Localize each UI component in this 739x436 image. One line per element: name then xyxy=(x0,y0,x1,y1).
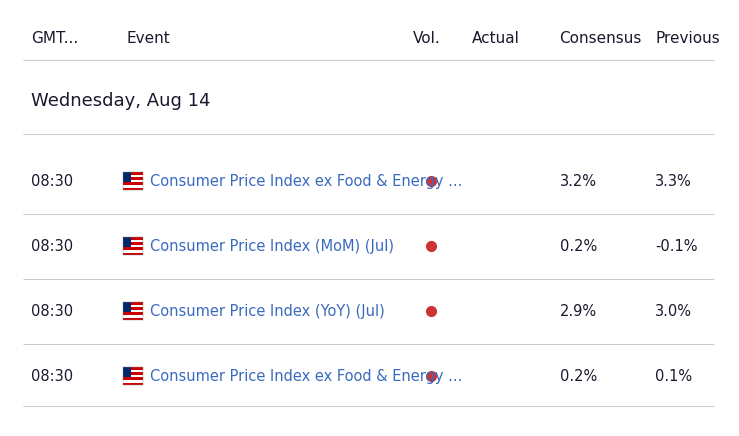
FancyBboxPatch shape xyxy=(123,177,143,180)
Text: 0.2%: 0.2% xyxy=(559,368,597,384)
Text: Wednesday, Aug 14: Wednesday, Aug 14 xyxy=(31,92,211,110)
Text: GMT...: GMT... xyxy=(31,31,78,46)
FancyBboxPatch shape xyxy=(123,367,131,377)
Text: Vol.: Vol. xyxy=(412,31,440,46)
Text: 08:30: 08:30 xyxy=(31,174,73,189)
Text: 3.0%: 3.0% xyxy=(655,303,692,319)
Text: Consumer Price Index ex Food & Energy ...: Consumer Price Index ex Food & Energy ..… xyxy=(151,368,463,384)
FancyBboxPatch shape xyxy=(123,242,143,245)
FancyBboxPatch shape xyxy=(123,250,143,252)
FancyBboxPatch shape xyxy=(123,375,143,378)
FancyBboxPatch shape xyxy=(123,372,143,375)
FancyBboxPatch shape xyxy=(123,245,143,248)
Text: Previous: Previous xyxy=(655,31,720,46)
Text: 0.2%: 0.2% xyxy=(559,238,597,254)
FancyBboxPatch shape xyxy=(123,240,143,242)
FancyBboxPatch shape xyxy=(123,237,143,240)
FancyBboxPatch shape xyxy=(123,370,143,372)
FancyBboxPatch shape xyxy=(123,302,143,305)
FancyBboxPatch shape xyxy=(123,237,131,247)
FancyBboxPatch shape xyxy=(123,180,143,183)
Text: 3.2%: 3.2% xyxy=(559,174,596,189)
FancyBboxPatch shape xyxy=(123,315,143,318)
Text: Consensus: Consensus xyxy=(559,31,642,46)
Text: 08:30: 08:30 xyxy=(31,368,73,384)
FancyBboxPatch shape xyxy=(123,183,143,185)
FancyBboxPatch shape xyxy=(123,378,143,380)
Text: Consumer Price Index (YoY) (Jul): Consumer Price Index (YoY) (Jul) xyxy=(151,303,385,319)
Text: Actual: Actual xyxy=(471,31,520,46)
FancyBboxPatch shape xyxy=(123,252,143,255)
Text: 0.1%: 0.1% xyxy=(655,368,692,384)
Text: 3.3%: 3.3% xyxy=(655,174,692,189)
Text: 08:30: 08:30 xyxy=(31,303,73,319)
FancyBboxPatch shape xyxy=(123,172,143,175)
FancyBboxPatch shape xyxy=(123,175,143,177)
FancyBboxPatch shape xyxy=(123,248,143,250)
FancyBboxPatch shape xyxy=(123,185,143,187)
FancyBboxPatch shape xyxy=(123,172,131,182)
FancyBboxPatch shape xyxy=(123,310,143,313)
FancyBboxPatch shape xyxy=(123,307,143,310)
Text: 2.9%: 2.9% xyxy=(559,303,596,319)
Text: Event: Event xyxy=(126,31,170,46)
FancyBboxPatch shape xyxy=(123,380,143,383)
Text: 08:30: 08:30 xyxy=(31,238,73,254)
FancyBboxPatch shape xyxy=(123,187,143,190)
Text: -0.1%: -0.1% xyxy=(655,238,698,254)
FancyBboxPatch shape xyxy=(123,302,131,312)
Text: Consumer Price Index ex Food & Energy ...: Consumer Price Index ex Food & Energy ..… xyxy=(151,174,463,189)
FancyBboxPatch shape xyxy=(123,367,143,370)
FancyBboxPatch shape xyxy=(123,313,143,315)
FancyBboxPatch shape xyxy=(123,318,143,320)
FancyBboxPatch shape xyxy=(123,305,143,307)
FancyBboxPatch shape xyxy=(123,383,143,385)
Text: Consumer Price Index (MoM) (Jul): Consumer Price Index (MoM) (Jul) xyxy=(151,238,395,254)
